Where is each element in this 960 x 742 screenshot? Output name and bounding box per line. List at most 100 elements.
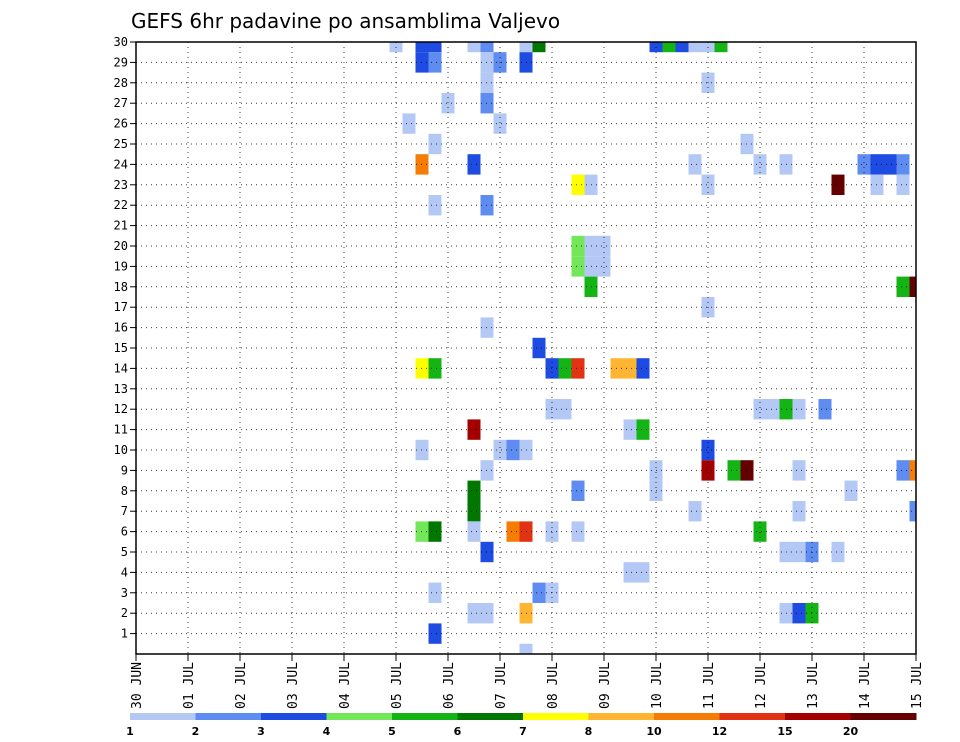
heatmap-cells [389, 42, 916, 654]
heatmap-cell [493, 113, 507, 134]
heatmap-cell [896, 154, 910, 175]
heatmap-cell [519, 643, 533, 654]
legend-swatch [523, 713, 589, 720]
legend-label: 15 [777, 725, 792, 738]
y-tick-label: 3 [121, 586, 128, 600]
heatmap-cell [467, 42, 481, 53]
heatmap-cell [896, 174, 910, 195]
heatmap-cell [909, 276, 916, 297]
heatmap-cell [571, 174, 585, 195]
heatmap-cell [571, 235, 585, 257]
y-tick-label: 15 [114, 341, 128, 355]
heatmap-cell [571, 256, 585, 277]
heatmap-cell [428, 358, 442, 379]
legend-label: 8 [585, 725, 593, 738]
heatmap-cell [467, 419, 481, 440]
legend-swatch [850, 713, 917, 720]
heatmap-cell [623, 419, 637, 440]
heatmap-cell [480, 42, 494, 53]
legend-label: 6 [454, 725, 462, 738]
y-tick-label: 1 [121, 627, 128, 641]
legend-swatch [261, 713, 327, 720]
legend-swatch [326, 713, 393, 720]
y-tick-label: 5 [121, 545, 128, 559]
x-tick-label: 14 JUL [858, 662, 873, 709]
heatmap-cell [636, 419, 650, 440]
heatmap-cell [428, 52, 442, 73]
heatmap-cell [597, 256, 611, 277]
x-tick-label: 02 JUL [234, 662, 249, 709]
x-tick-label: 11 JUL [702, 662, 717, 709]
heatmap-cell [636, 358, 650, 379]
y-tick-label: 13 [114, 382, 128, 396]
heatmap-cell [675, 42, 689, 53]
heatmap-cell [623, 358, 637, 379]
y-tick-label: 8 [121, 484, 128, 498]
y-tick-label: 9 [121, 463, 128, 477]
chart-title: GEFS 6hr padavine po ansamblima Valjevo [131, 9, 560, 33]
heatmap-cell [441, 93, 455, 114]
heatmap-cell [857, 154, 871, 175]
heatmap-cell [558, 358, 572, 379]
heatmap-cell [532, 337, 546, 359]
legend-swatch [588, 713, 655, 720]
legend-swatch [457, 713, 524, 720]
y-tick-label: 21 [114, 219, 128, 233]
heatmap-cell [701, 174, 715, 195]
y-tick-label: 14 [114, 361, 128, 375]
heatmap-cell [792, 399, 806, 420]
heatmap-cell [896, 460, 910, 481]
heatmap-cell [792, 460, 806, 481]
heatmap-cell [428, 623, 442, 644]
y-tick-label: 10 [114, 443, 128, 457]
heatmap-cell [909, 460, 916, 481]
heatmap-cell [571, 358, 585, 379]
x-tick-label: 10 JUL [650, 662, 665, 709]
heatmap-cell [532, 582, 546, 603]
x-tick-label: 01 JUL [182, 662, 197, 709]
heatmap-cell [623, 562, 637, 583]
legend-label: 12 [712, 725, 727, 738]
y-tick-label: 27 [114, 96, 128, 110]
heatmap-cell [402, 113, 416, 134]
y-tick-label: 11 [114, 423, 128, 437]
heatmap-cell [428, 133, 442, 155]
heatmap-cell [428, 582, 442, 603]
y-tick-label: 2 [121, 606, 128, 620]
heatmap-cell [428, 195, 442, 216]
heatmap-cell [597, 235, 611, 257]
y-tick-label: 23 [114, 178, 128, 192]
heatmap-cell [753, 154, 767, 175]
heatmap-cell [688, 154, 702, 175]
heatmap-cell [506, 439, 520, 461]
y-tick-label: 18 [114, 280, 128, 294]
legend-label: 10 [646, 725, 662, 738]
heatmap-cell [467, 603, 481, 624]
x-tick-label: 04 JUL [338, 662, 353, 709]
x-tick-label: 08 JUL [546, 662, 561, 709]
y-tick-label: 4 [121, 565, 128, 579]
legend-label: 3 [257, 725, 265, 738]
color-legend: 1 2 3 4 5 6 7 8 10 12 15 20 [126, 713, 917, 738]
y-tick-label: 22 [114, 198, 128, 212]
heatmap-cell [662, 42, 676, 53]
y-tick-label: 28 [114, 76, 128, 90]
x-tick-label: 30 JUN [130, 662, 145, 709]
heatmap-cell [467, 521, 481, 542]
heatmap-cell [766, 399, 780, 420]
heatmap-cell [792, 541, 806, 563]
legend-label: 5 [388, 725, 396, 738]
legend-label: 1 [126, 725, 134, 738]
heatmap-cell [753, 521, 767, 542]
y-tick-label: 17 [114, 300, 128, 314]
legend-swatch [392, 713, 458, 720]
heatmap-cell [493, 439, 507, 461]
heatmap-cell [909, 501, 916, 522]
legend-label: 7 [519, 725, 527, 738]
x-tick-label: 09 JUL [598, 662, 613, 709]
heatmap-cell [558, 399, 572, 420]
heatmap-cell [883, 154, 897, 175]
y-tick-label: 20 [114, 239, 128, 253]
heatmap-cell [792, 603, 806, 624]
